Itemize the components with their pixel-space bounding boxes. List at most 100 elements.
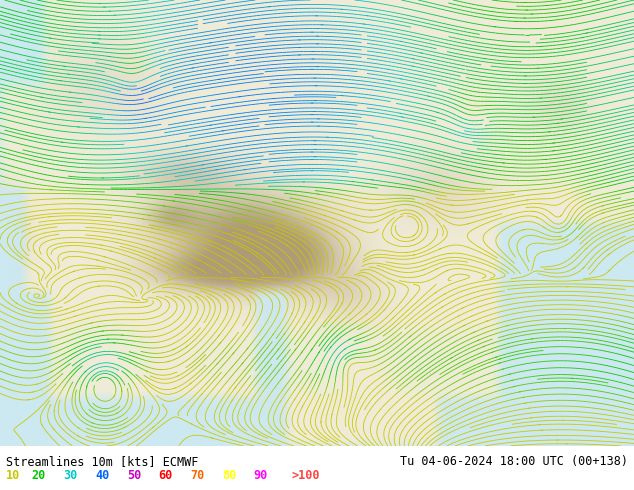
Text: >100: >100 bbox=[292, 469, 320, 482]
FancyArrowPatch shape bbox=[446, 270, 448, 271]
FancyArrowPatch shape bbox=[301, 351, 302, 353]
FancyArrowPatch shape bbox=[318, 352, 320, 353]
FancyArrowPatch shape bbox=[159, 239, 161, 240]
FancyArrowPatch shape bbox=[242, 363, 243, 364]
FancyArrowPatch shape bbox=[153, 427, 154, 428]
FancyArrowPatch shape bbox=[66, 309, 68, 310]
FancyArrowPatch shape bbox=[583, 267, 584, 268]
FancyArrowPatch shape bbox=[284, 333, 285, 335]
FancyArrowPatch shape bbox=[324, 215, 326, 216]
FancyArrowPatch shape bbox=[576, 237, 578, 238]
FancyArrowPatch shape bbox=[208, 240, 210, 241]
FancyArrowPatch shape bbox=[264, 246, 266, 247]
FancyArrowPatch shape bbox=[410, 336, 411, 337]
FancyArrowPatch shape bbox=[462, 308, 463, 309]
FancyArrowPatch shape bbox=[16, 302, 17, 304]
FancyArrowPatch shape bbox=[280, 401, 281, 402]
FancyArrowPatch shape bbox=[27, 259, 28, 260]
FancyArrowPatch shape bbox=[506, 325, 508, 326]
FancyArrowPatch shape bbox=[233, 353, 234, 354]
FancyArrowPatch shape bbox=[297, 211, 299, 212]
FancyArrowPatch shape bbox=[543, 227, 545, 228]
FancyArrowPatch shape bbox=[73, 311, 75, 312]
FancyArrowPatch shape bbox=[495, 357, 497, 358]
FancyArrowPatch shape bbox=[286, 245, 288, 246]
FancyArrowPatch shape bbox=[450, 358, 452, 359]
FancyArrowPatch shape bbox=[436, 269, 437, 270]
Text: 40: 40 bbox=[95, 469, 109, 482]
FancyArrowPatch shape bbox=[74, 316, 76, 317]
FancyArrowPatch shape bbox=[560, 215, 561, 217]
FancyArrowPatch shape bbox=[366, 314, 367, 315]
FancyArrowPatch shape bbox=[498, 363, 500, 364]
FancyArrowPatch shape bbox=[173, 349, 175, 350]
Text: Tu 04-06-2024 18:00 UTC (00+138): Tu 04-06-2024 18:00 UTC (00+138) bbox=[399, 455, 628, 468]
FancyArrowPatch shape bbox=[278, 349, 279, 350]
FancyArrowPatch shape bbox=[439, 248, 441, 249]
FancyArrowPatch shape bbox=[441, 307, 443, 308]
FancyArrowPatch shape bbox=[247, 348, 248, 349]
FancyArrowPatch shape bbox=[295, 349, 296, 350]
FancyArrowPatch shape bbox=[607, 249, 609, 250]
FancyArrowPatch shape bbox=[463, 325, 465, 326]
FancyArrowPatch shape bbox=[602, 205, 604, 206]
FancyArrowPatch shape bbox=[375, 349, 377, 350]
FancyArrowPatch shape bbox=[586, 248, 587, 249]
FancyArrowPatch shape bbox=[413, 235, 415, 236]
FancyArrowPatch shape bbox=[34, 251, 35, 252]
FancyArrowPatch shape bbox=[248, 210, 250, 211]
FancyArrowPatch shape bbox=[330, 346, 331, 348]
Text: 70: 70 bbox=[190, 469, 204, 482]
FancyArrowPatch shape bbox=[219, 343, 221, 344]
FancyArrowPatch shape bbox=[116, 413, 118, 414]
FancyArrowPatch shape bbox=[574, 268, 575, 269]
FancyArrowPatch shape bbox=[191, 423, 193, 424]
FancyArrowPatch shape bbox=[113, 395, 115, 397]
FancyArrowPatch shape bbox=[294, 399, 295, 400]
FancyArrowPatch shape bbox=[65, 297, 66, 298]
FancyArrowPatch shape bbox=[604, 226, 605, 227]
FancyArrowPatch shape bbox=[257, 253, 258, 254]
Text: 20: 20 bbox=[32, 469, 46, 482]
FancyArrowPatch shape bbox=[73, 271, 75, 272]
Text: Streamlines 10m [kts] ECMWF: Streamlines 10m [kts] ECMWF bbox=[6, 455, 198, 468]
FancyArrowPatch shape bbox=[302, 406, 303, 407]
FancyArrowPatch shape bbox=[53, 428, 54, 430]
FancyArrowPatch shape bbox=[124, 434, 126, 435]
Text: 60: 60 bbox=[158, 469, 172, 482]
FancyArrowPatch shape bbox=[37, 273, 39, 274]
FancyArrowPatch shape bbox=[603, 222, 605, 223]
FancyArrowPatch shape bbox=[254, 395, 255, 396]
FancyArrowPatch shape bbox=[51, 371, 53, 372]
FancyArrowPatch shape bbox=[491, 352, 493, 353]
FancyArrowPatch shape bbox=[349, 339, 351, 340]
FancyArrowPatch shape bbox=[231, 400, 232, 402]
FancyArrowPatch shape bbox=[235, 387, 236, 388]
FancyArrowPatch shape bbox=[218, 335, 219, 337]
FancyArrowPatch shape bbox=[124, 427, 126, 428]
FancyArrowPatch shape bbox=[86, 414, 87, 415]
FancyArrowPatch shape bbox=[217, 363, 218, 365]
FancyArrowPatch shape bbox=[473, 332, 475, 333]
FancyArrowPatch shape bbox=[436, 112, 438, 113]
FancyArrowPatch shape bbox=[79, 277, 81, 278]
FancyArrowPatch shape bbox=[304, 321, 305, 323]
FancyArrowPatch shape bbox=[435, 292, 436, 293]
FancyArrowPatch shape bbox=[349, 313, 351, 314]
FancyArrowPatch shape bbox=[248, 299, 249, 300]
FancyArrowPatch shape bbox=[29, 232, 31, 233]
FancyArrowPatch shape bbox=[309, 235, 311, 236]
Text: 10: 10 bbox=[6, 469, 20, 482]
FancyArrowPatch shape bbox=[384, 309, 385, 311]
FancyArrowPatch shape bbox=[282, 234, 284, 235]
FancyArrowPatch shape bbox=[311, 349, 313, 350]
FancyArrowPatch shape bbox=[167, 361, 169, 362]
Text: 30: 30 bbox=[63, 469, 77, 482]
FancyArrowPatch shape bbox=[186, 346, 188, 347]
FancyArrowPatch shape bbox=[303, 241, 304, 242]
FancyArrowPatch shape bbox=[78, 427, 79, 429]
FancyArrowPatch shape bbox=[178, 375, 179, 376]
FancyArrowPatch shape bbox=[609, 270, 610, 271]
Text: 90: 90 bbox=[254, 469, 268, 482]
FancyArrowPatch shape bbox=[84, 371, 86, 372]
